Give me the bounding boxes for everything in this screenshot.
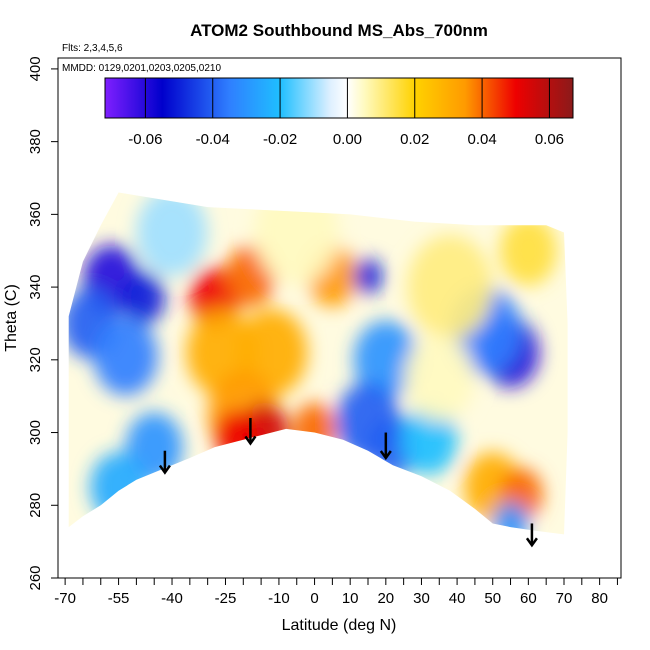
- arrows: [158, 418, 538, 548]
- anomaly-patch: [122, 271, 165, 325]
- x-tick-label: -40: [161, 590, 183, 607]
- x-tick-label: 70: [556, 590, 573, 607]
- colorbar-tick-label: -0.06: [128, 131, 162, 148]
- y-tick-label: 300: [27, 420, 44, 445]
- x-axis-label: Latitude (deg N): [282, 617, 397, 634]
- arrow-head: [379, 450, 392, 461]
- anomaly-patch: [400, 404, 458, 475]
- anomaly-patch: [93, 316, 158, 396]
- x-tick-label: -70: [54, 590, 76, 607]
- colorbar-tick-label: 0.04: [467, 131, 496, 148]
- colorbar-tick-label: 0.02: [400, 131, 429, 148]
- y-tick-label: 400: [27, 56, 44, 81]
- colorbar: -0.06 -0.04 -0.02 0.00 0.02 0.04 0.06: [104, 77, 574, 148]
- colorbar-gradient: [104, 77, 574, 119]
- y-tick-label: 280: [27, 493, 44, 518]
- colorbar-tick-label: -0.04: [196, 131, 230, 148]
- arrow-head: [158, 464, 171, 475]
- flights-subtitle: Flts: 2,3,4,5,6: [62, 43, 123, 54]
- y-tick-label: 360: [27, 202, 44, 227]
- y-tick-label: 380: [27, 129, 44, 154]
- anomaly-patch: [499, 215, 557, 286]
- anomaly-patch: [353, 258, 383, 294]
- x-tick-label: 10: [342, 590, 359, 607]
- x-tick-label: 50: [484, 590, 501, 607]
- anomaly-patch: [136, 192, 208, 277]
- colorbar-tick-label: 0.06: [535, 131, 564, 148]
- y-axis: 260 280 300 320 340 360 380 400: [27, 56, 59, 591]
- x-tick-label: -25: [215, 590, 237, 607]
- x-tick-label: -55: [108, 590, 130, 607]
- anomaly-patch: [253, 192, 340, 285]
- anomaly-patch: [90, 452, 148, 522]
- y-tick-label: 340: [27, 275, 44, 300]
- chart-title: ATOM2 Southbound MS_Abs_700nm: [190, 21, 488, 40]
- anomaly-patch: [492, 501, 529, 535]
- y-tick-label: 260: [27, 565, 44, 590]
- x-tick-label: 0: [310, 590, 318, 607]
- x-tick-label: -10: [268, 590, 290, 607]
- x-tick-label: 80: [591, 590, 608, 607]
- x-tick-label: 60: [520, 590, 537, 607]
- dates-subtitle: MMDD: 0129,0201,0203,0205,0210: [62, 63, 221, 74]
- anomaly-patch: [403, 334, 475, 422]
- x-tick-label: 40: [449, 590, 466, 607]
- y-axis-label: Theta (C): [3, 284, 20, 352]
- anomaly-patch: [293, 402, 336, 456]
- x-tick-label: 30: [413, 590, 430, 607]
- x-axis: -70 -55 -40 -25 -10 0 10 20 30 40 50 60 70 80: [54, 577, 618, 607]
- anomaly-patch: [353, 320, 418, 400]
- y-tick-label: 320: [27, 347, 44, 372]
- colorbar-tick-label: -0.02: [263, 131, 297, 148]
- arrow-head: [244, 435, 257, 446]
- arrow-head: [525, 537, 538, 548]
- anomaly-patch: [407, 234, 493, 340]
- colorbar-tick-label: 0.00: [333, 131, 362, 148]
- x-tick-label: 20: [377, 590, 394, 607]
